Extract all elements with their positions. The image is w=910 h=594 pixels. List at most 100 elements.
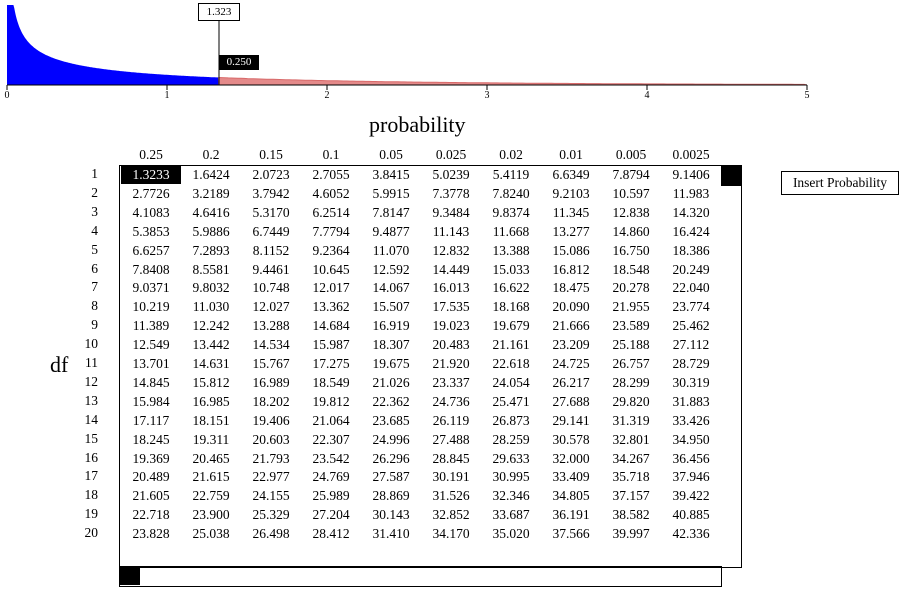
table-cell[interactable]: 6.6349 [552, 167, 590, 182]
table-cell[interactable]: 20.249 [672, 261, 710, 277]
table-cell-selected[interactable]: 1.3233 [121, 166, 181, 184]
table-cell[interactable]: 21.955 [612, 299, 650, 315]
table-cell[interactable]: 33.409 [552, 469, 590, 485]
table-cell[interactable]: 13.388 [492, 242, 530, 258]
table-cell[interactable]: 30.578 [552, 431, 590, 447]
table-cell[interactable]: 26.217 [552, 374, 590, 390]
table-cell[interactable]: 34.170 [432, 526, 470, 542]
table-cell[interactable]: 19.311 [192, 431, 230, 447]
table-cell[interactable]: 23.685 [372, 412, 410, 428]
table-cell[interactable]: 32.346 [492, 488, 530, 504]
table-cell[interactable]: 14.684 [312, 318, 350, 334]
table-cell[interactable]: 7.2893 [192, 242, 230, 258]
table-cell[interactable]: 26.757 [612, 356, 650, 371]
table-cell[interactable]: 22.759 [192, 488, 230, 504]
table-cell[interactable]: 13.288 [252, 318, 290, 334]
table-cell[interactable]: 3.2189 [192, 185, 230, 201]
table-cell[interactable]: 21.666 [552, 318, 590, 334]
table-cell[interactable]: 5.9915 [372, 185, 410, 201]
table-cell[interactable]: 8.1152 [252, 242, 290, 258]
table-cell[interactable]: 33.426 [672, 412, 710, 428]
table-cell[interactable]: 14.067 [372, 280, 410, 296]
table-cell[interactable]: 16.622 [492, 280, 530, 296]
table-cell[interactable]: 23.209 [552, 337, 590, 353]
table-cell[interactable]: 25.188 [612, 337, 650, 353]
table-cell[interactable]: 37.946 [672, 469, 710, 485]
table-cell[interactable]: 22.362 [372, 393, 410, 409]
table-cell[interactable]: 12.832 [432, 242, 470, 258]
table-cell[interactable]: 7.8147 [372, 204, 410, 220]
table-cell[interactable]: 16.750 [612, 242, 650, 258]
table-cell[interactable]: 16.812 [552, 261, 590, 277]
table-cell[interactable]: 15.767 [252, 356, 290, 371]
table-cell[interactable]: 9.4877 [372, 223, 410, 239]
table-cell[interactable]: 28.259 [492, 431, 530, 447]
insert-probability-button[interactable]: Insert Probability [781, 171, 899, 195]
table-cell[interactable]: 21.605 [132, 488, 170, 504]
table-cell[interactable]: 12.549 [132, 337, 170, 353]
table-cell[interactable]: 19.369 [132, 450, 170, 466]
table-cell[interactable]: 11.983 [672, 185, 710, 201]
table-cell[interactable]: 10.748 [252, 280, 290, 296]
table-cell[interactable]: 18.202 [252, 393, 290, 409]
table-cell[interactable]: 11.389 [132, 318, 170, 334]
table-cell[interactable]: 29.633 [492, 450, 530, 466]
table-cell[interactable]: 4.6416 [192, 204, 230, 220]
table-cell[interactable]: 15.812 [192, 374, 230, 390]
table-cell[interactable]: 11.345 [552, 204, 590, 220]
table-cell[interactable]: 7.8794 [612, 167, 650, 182]
table-cell[interactable]: 25.038 [192, 526, 230, 542]
table-cell[interactable]: 22.307 [312, 431, 350, 447]
table-cell[interactable]: 24.155 [252, 488, 290, 504]
table-cell[interactable]: 1.6424 [192, 167, 230, 182]
table-cell[interactable]: 5.9886 [192, 223, 230, 239]
table-cell[interactable]: 23.774 [672, 299, 710, 315]
table-cell[interactable]: 5.4119 [492, 167, 530, 182]
table-cell[interactable]: 17.535 [432, 299, 470, 315]
table-cell[interactable]: 32.852 [432, 507, 470, 523]
table-cell[interactable]: 14.449 [432, 261, 470, 277]
table-cell[interactable]: 20.090 [552, 299, 590, 315]
table-cell[interactable]: 19.679 [492, 318, 530, 334]
table-cell[interactable]: 2.7726 [132, 185, 170, 201]
table-cell[interactable]: 24.769 [312, 469, 350, 485]
table-cell[interactable]: 18.307 [372, 337, 410, 353]
table-cell[interactable]: 22.618 [492, 356, 530, 371]
table-cell[interactable]: 26.873 [492, 412, 530, 428]
table-cell[interactable]: 25.462 [672, 318, 710, 334]
table-cell[interactable]: 22.718 [132, 507, 170, 523]
table-cell[interactable]: 16.989 [252, 374, 290, 390]
table-cell[interactable]: 6.2514 [312, 204, 350, 220]
table-cell[interactable]: 25.329 [252, 507, 290, 523]
table-cell[interactable]: 15.033 [492, 261, 530, 277]
table-cell[interactable]: 34.805 [552, 488, 590, 504]
table-cell[interactable]: 18.475 [552, 280, 590, 296]
table-cell[interactable]: 22.040 [672, 280, 710, 296]
table-cell[interactable]: 36.456 [672, 450, 710, 466]
table-cell[interactable]: 9.8374 [492, 204, 530, 220]
table-cell[interactable]: 3.8415 [372, 167, 410, 182]
table-cell[interactable]: 14.631 [192, 356, 230, 371]
table-cell[interactable]: 5.3170 [252, 204, 290, 220]
table-cell[interactable]: 31.526 [432, 488, 470, 504]
table-cell[interactable]: 18.548 [612, 261, 650, 277]
table-cell[interactable]: 6.6257 [132, 242, 170, 258]
table-cell[interactable]: 20.603 [252, 431, 290, 447]
table-cell[interactable]: 9.1406 [672, 167, 710, 182]
table-cell[interactable]: 15.507 [372, 299, 410, 315]
table-cell[interactable]: 40.885 [672, 507, 710, 523]
table-cell[interactable]: 12.027 [252, 299, 290, 315]
table-cell[interactable]: 21.793 [252, 450, 290, 466]
table-cell[interactable]: 16.013 [432, 280, 470, 296]
table-cell[interactable]: 12.838 [612, 204, 650, 220]
table-cell[interactable]: 9.3484 [432, 204, 470, 220]
table-cell[interactable]: 13.701 [132, 356, 170, 371]
table-cell[interactable]: 23.828 [132, 526, 170, 542]
table-cell[interactable]: 17.117 [132, 412, 170, 428]
table-cell[interactable]: 37.566 [552, 526, 590, 542]
table-cell[interactable]: 30.191 [432, 469, 470, 485]
table-cell[interactable]: 32.801 [612, 431, 650, 447]
table-cell[interactable]: 19.812 [312, 393, 350, 409]
table-cell[interactable]: 26.119 [432, 412, 470, 428]
table-cell[interactable]: 2.7055 [312, 167, 350, 182]
